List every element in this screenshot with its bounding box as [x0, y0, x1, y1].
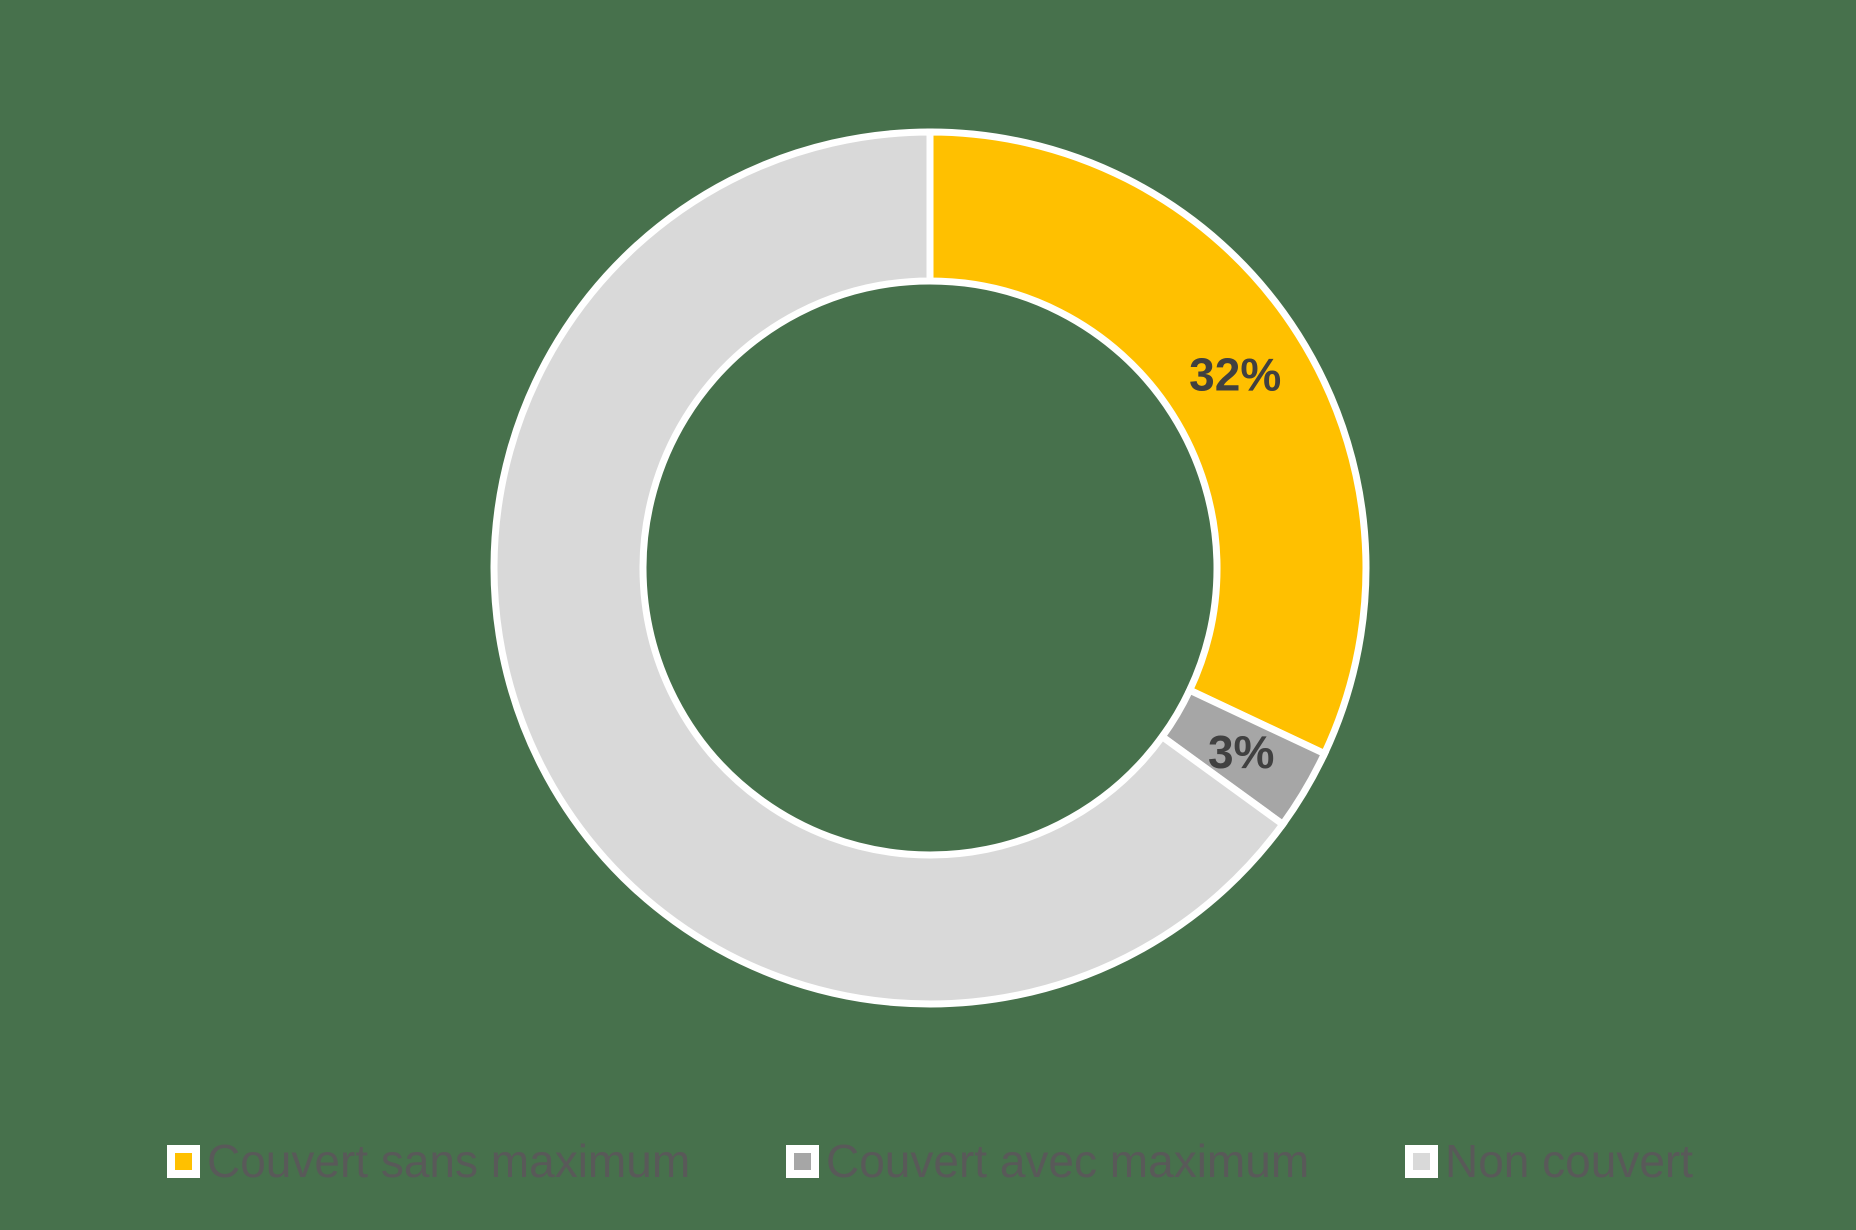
- legend-marker-couvert-avec-maximum: [786, 1144, 819, 1178]
- legend-marker-couvert-sans-maximum: [167, 1144, 200, 1178]
- data-label-0: 32%: [1189, 348, 1281, 400]
- data-label-1: 3%: [1208, 726, 1274, 778]
- legend-label-couvert-sans-maximum: Couvert sans maximum: [207, 1135, 691, 1187]
- legend-item-non-couvert: Non couvert: [1405, 1129, 1693, 1193]
- donut-segment-0: [926, 128, 1370, 759]
- legend-marker-non-couvert: [1405, 1144, 1438, 1178]
- chart-legend: Couvert sans maximum Couvert avec maximu…: [167, 1129, 1693, 1193]
- legend-item-couvert-avec-maximum: Couvert avec maximum: [786, 1129, 1405, 1193]
- legend-item-couvert-sans-maximum: Couvert sans maximum: [167, 1129, 786, 1193]
- legend-label-non-couvert: Non couvert: [1445, 1135, 1694, 1187]
- legend-label-couvert-avec-maximum: Couvert avec maximum: [826, 1135, 1310, 1187]
- donut-segment-2: [490, 128, 1288, 1008]
